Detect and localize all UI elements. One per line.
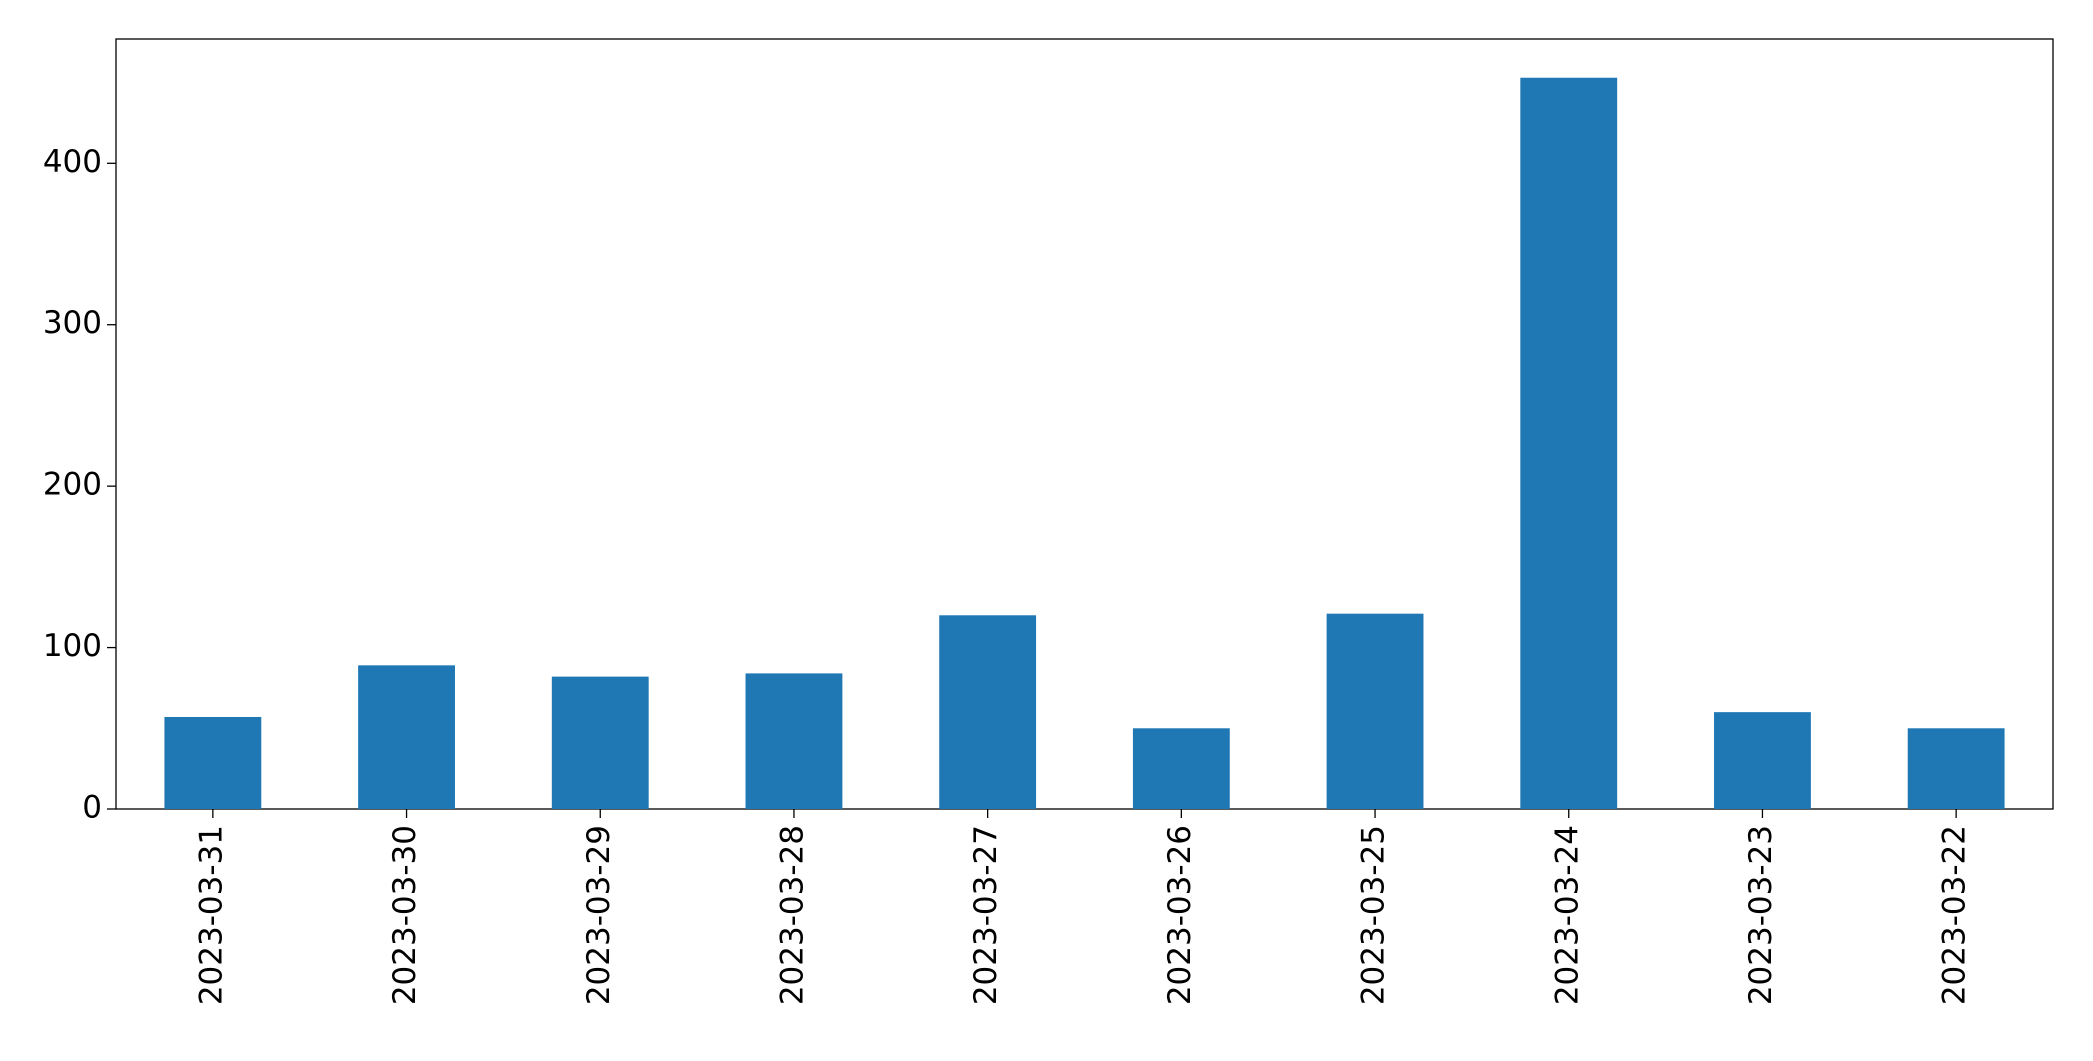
bar [1907, 728, 2005, 809]
y-tick-label: 100 [43, 628, 102, 664]
bar [1520, 77, 1618, 810]
bar [164, 716, 262, 809]
x-tick-label: 2023-03-31 [193, 825, 229, 1005]
x-tick-label: 2023-03-27 [968, 825, 1004, 1005]
bar [939, 615, 1037, 809]
x-tick-label: 2023-03-26 [1162, 825, 1198, 1005]
y-tick-label: 300 [43, 305, 102, 341]
y-tick-label: 400 [43, 144, 102, 180]
bar [551, 676, 649, 809]
bar [1714, 712, 1811, 809]
x-tick-label: 2023-03-22 [1937, 825, 1973, 1005]
bar [745, 673, 843, 809]
y-tick-label: 200 [43, 467, 102, 503]
x-tick-label: 2023-03-24 [1549, 825, 1585, 1005]
x-tick-label: 2023-03-28 [774, 825, 810, 1005]
x-tick-label: 2023-03-23 [1743, 825, 1779, 1005]
bar [358, 665, 455, 809]
x-tick-label: 2023-03-29 [581, 825, 617, 1005]
plot-frame [115, 38, 2054, 810]
x-tick-label: 2023-03-30 [387, 825, 423, 1005]
x-tick-label: 2023-03-25 [1356, 825, 1392, 1005]
bar [1326, 613, 1424, 809]
y-tick-label: 0 [82, 790, 102, 826]
bar [1132, 728, 1230, 809]
